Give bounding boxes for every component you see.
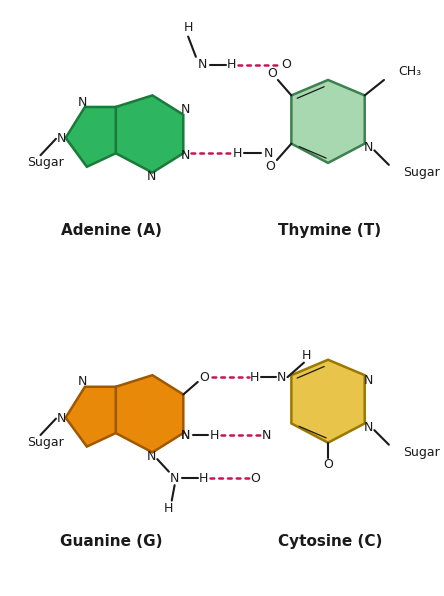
Polygon shape (116, 375, 183, 452)
Text: Sugar: Sugar (27, 436, 64, 449)
Text: H: H (210, 429, 219, 442)
Text: N: N (181, 429, 190, 442)
Text: N: N (77, 375, 87, 389)
Text: Sugar: Sugar (403, 446, 440, 459)
Text: H: H (302, 349, 312, 362)
Text: N: N (198, 58, 207, 71)
Text: Thymine (T): Thymine (T) (278, 223, 381, 238)
Text: O: O (281, 58, 292, 71)
Text: N: N (264, 147, 273, 160)
Text: N: N (364, 141, 373, 154)
Text: Guanine (G): Guanine (G) (59, 533, 162, 549)
Text: N: N (57, 412, 67, 425)
Polygon shape (66, 387, 116, 446)
Polygon shape (66, 107, 116, 167)
Text: N: N (170, 472, 179, 485)
Text: Cytosine (C): Cytosine (C) (278, 533, 382, 549)
Text: O: O (267, 67, 277, 80)
Text: N: N (77, 95, 87, 108)
Text: Sugar: Sugar (403, 166, 440, 179)
Text: H: H (164, 502, 174, 515)
Text: H: H (227, 58, 236, 71)
Text: N: N (277, 371, 286, 384)
Text: N: N (181, 103, 190, 116)
Text: N: N (181, 149, 190, 162)
Text: O: O (265, 160, 275, 173)
Text: N: N (147, 170, 156, 183)
Text: N: N (147, 450, 156, 462)
Text: N: N (181, 429, 190, 442)
Polygon shape (116, 95, 183, 173)
Text: Adenine (A): Adenine (A) (60, 223, 161, 238)
Text: H: H (183, 21, 193, 35)
Polygon shape (291, 80, 365, 163)
Text: H: H (233, 147, 242, 160)
Text: O: O (200, 371, 210, 384)
Text: O: O (250, 472, 260, 485)
Text: H: H (199, 472, 208, 485)
Text: N: N (364, 421, 373, 434)
Text: H: H (250, 371, 259, 384)
Text: N: N (364, 374, 373, 387)
Text: O: O (323, 458, 333, 471)
Text: N: N (262, 429, 271, 442)
Polygon shape (291, 360, 365, 443)
Text: N: N (57, 132, 67, 145)
Text: CH₃: CH₃ (398, 65, 422, 77)
Text: Sugar: Sugar (27, 156, 64, 169)
